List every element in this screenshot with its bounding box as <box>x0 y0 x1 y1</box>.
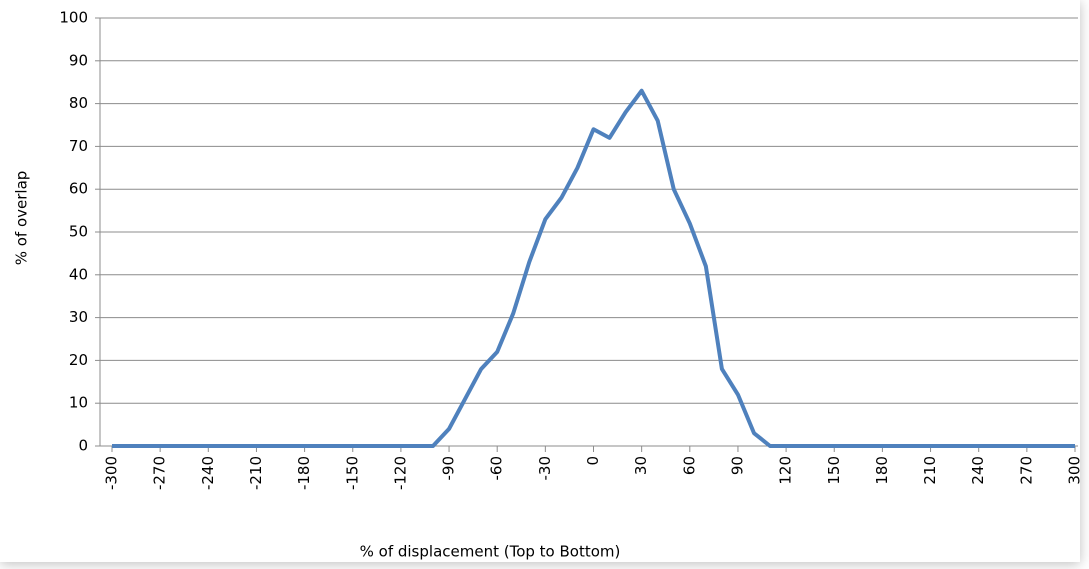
x-tick-label: -60 <box>488 456 506 481</box>
y-tick-label: 90 <box>69 51 88 69</box>
y-tick-label: 0 <box>78 437 88 455</box>
x-tick-label: 180 <box>873 456 891 485</box>
chart-panel <box>0 0 1080 562</box>
x-tick-label: 210 <box>921 456 939 485</box>
x-tick-label: -210 <box>247 456 265 490</box>
y-tick-label: 10 <box>69 394 88 412</box>
y-axis-label: % of overlap <box>13 171 31 266</box>
x-tick-label: 0 <box>584 456 602 466</box>
x-tick-label: 60 <box>680 456 698 475</box>
x-tick-label: -270 <box>151 456 169 490</box>
y-tick-label: 40 <box>69 265 88 283</box>
y-tick-label: 60 <box>69 180 88 198</box>
x-tick-label: -180 <box>295 456 313 490</box>
data-line <box>112 88 1075 448</box>
y-tick-label: 80 <box>69 94 88 112</box>
x-tick-label: 120 <box>777 456 795 485</box>
x-tick-label: 150 <box>825 456 843 485</box>
x-tick-label: 240 <box>969 456 987 485</box>
y-tick-label: 30 <box>69 308 88 326</box>
x-tick-label: -90 <box>440 456 458 481</box>
y-tick-label: 20 <box>69 351 88 369</box>
x-tick-label: -240 <box>199 456 217 490</box>
x-tick-label: 300 <box>1066 456 1084 485</box>
x-axis-label: % of displacement (Top to Bottom) <box>360 543 621 561</box>
x-tick-label: -30 <box>536 456 554 481</box>
x-tick-label: 270 <box>1017 456 1035 485</box>
x-tick-label: 30 <box>632 456 650 475</box>
x-tick-label: -150 <box>343 456 361 490</box>
y-tick-label: 100 <box>59 9 88 27</box>
y-tick-label: 50 <box>69 223 88 241</box>
x-tick-label: 90 <box>728 456 746 475</box>
x-tick-label: -300 <box>103 456 121 490</box>
x-tick-label: -120 <box>391 456 409 490</box>
y-tick-label: 70 <box>69 137 88 155</box>
